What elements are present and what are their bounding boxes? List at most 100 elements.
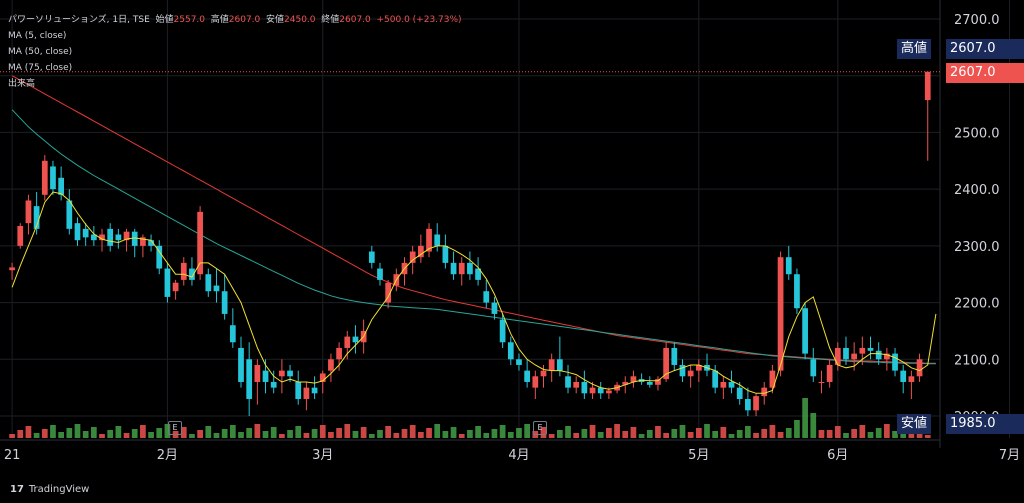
legend-low-label: 安値 [266,15,285,25]
volume-bar [769,425,776,438]
volume-bar [9,434,15,438]
volume-bar [82,431,89,438]
volume-bar [156,428,163,438]
volume-bar [524,424,531,438]
candle-body [507,342,514,360]
candle-body [238,347,244,382]
volume-bar [254,424,261,438]
volume-bar [426,428,432,438]
candle-body [303,387,310,399]
volume-bar [851,429,858,438]
candle-body [728,381,735,388]
volume-bar [393,433,400,438]
volume-bar [638,434,645,438]
volume-bar [810,413,817,438]
candle-body [867,347,874,351]
legend-ma5[interactable]: MA (5, close) [8,31,67,41]
earnings-marker[interactable]: E [168,421,182,435]
candle-body [745,398,751,411]
candle-body [483,291,490,303]
candle-body [818,381,825,383]
volume-bar [875,428,882,438]
candle-body [524,370,531,382]
candle-body [695,364,702,371]
volume-bar [573,433,580,438]
volume-bar [303,433,310,438]
candle-body [156,245,163,269]
time-tick-label: 3月 [312,448,333,463]
candle-body [851,353,858,360]
volume-bar [499,425,506,438]
candle-body [843,347,849,360]
candle-body [892,353,898,371]
price-tick-label: 2200.0 [954,297,1000,312]
volume-bar [336,428,342,438]
candle-body [319,373,326,382]
volume-bar [630,427,637,438]
candle-body [123,231,130,241]
volume-bar [90,427,97,438]
volume-bar [745,426,751,438]
candle-body [556,359,563,371]
candle-body [99,234,105,241]
candle-body [140,237,146,246]
candle-body [33,206,40,229]
volume-bar [295,426,302,438]
candle-body [164,268,171,297]
chart-legend: パワーソリューションズ, 1日, TSE 始値2557.0 高値2607.0 安… [8,12,462,92]
volume-bar [41,429,48,438]
time-tick-label: 7月 [999,448,1020,463]
candle-body [826,364,833,382]
candle-body [736,387,743,399]
volume-bar [377,430,383,438]
legend-high: 2607.0 [228,15,261,25]
candle-body [875,350,882,360]
volume-bar [287,430,293,438]
tradingview-brand: TradingView [28,484,90,495]
candle-body [532,376,539,388]
candle-body [655,379,661,385]
earnings-marker[interactable]: E [533,421,547,435]
volume-bar [115,426,122,438]
candle-body [328,359,334,371]
candle-body [58,177,65,195]
legend-low: 2450.0 [284,15,316,25]
volume-bar [368,434,375,438]
candle-body [859,347,866,354]
candle-body [50,166,56,190]
time-tick-label: 5月 [688,448,709,463]
candle-body [924,71,931,101]
legend-close: 2607.0 [339,15,371,25]
volume-bar [679,425,686,438]
legend-volume[interactable]: 出来高 [8,79,36,89]
legend-ma50[interactable]: MA (50, close) [8,47,73,57]
candle-body [213,285,220,292]
tradingview-logo[interactable]: 17 TradingView [10,484,89,495]
volume-bar [859,425,866,438]
candle-body [17,226,24,246]
volume-bar [140,425,146,438]
price-tick-label: 2100.0 [954,353,1000,368]
last-price-badge: 2607.0 [946,63,1024,83]
volume-bar [761,429,768,438]
volume-bar [467,430,473,438]
volume-bar [352,431,359,438]
volume-bar [270,427,277,438]
volume-bar [229,425,236,438]
candle-body [467,262,473,275]
price-tick-label: 2500.0 [954,126,1000,141]
legend-ma75[interactable]: MA (75, close) [8,63,73,73]
volume-bar [606,428,612,438]
candle-body [426,228,432,252]
candle-body [344,336,351,348]
volume-bar [589,425,596,438]
volume-bar [736,430,743,438]
volume-bar [794,420,800,438]
high-badge-label: 高値 [897,39,932,59]
candle-body [810,359,817,377]
candle-body [246,359,253,399]
price-tick-label: 2700.0 [954,13,1000,28]
volume-bar [646,430,653,438]
high-badge-value: 2607.0 [946,39,1024,59]
volume-bar [246,428,253,438]
